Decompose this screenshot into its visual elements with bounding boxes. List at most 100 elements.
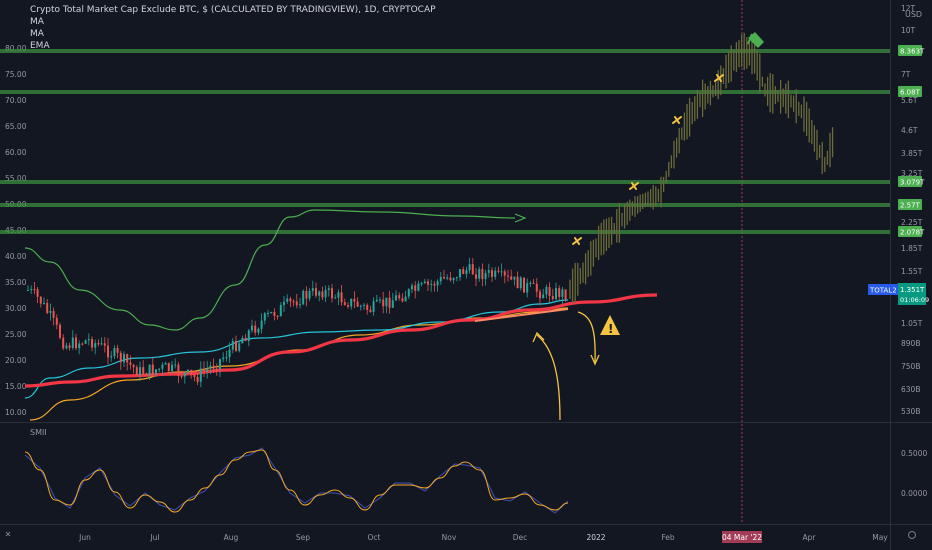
candle — [251, 325, 253, 331]
price-badge-label: 1.351T — [900, 286, 925, 294]
candle — [52, 311, 55, 318]
candle — [177, 364, 180, 376]
sub-scale-tick: 0.0000 — [901, 489, 927, 498]
symbol-badge — [868, 284, 898, 295]
candle — [478, 269, 481, 279]
candle — [359, 305, 362, 307]
candle — [398, 295, 401, 299]
trendline — [24, 293, 658, 388]
time-axis-tick: Sep — [296, 533, 310, 542]
candle — [123, 354, 125, 363]
candle — [475, 274, 477, 279]
chart-title: Crypto Total Market Cap Exclude BTC, $ (… — [30, 5, 436, 15]
candle — [551, 296, 554, 300]
candle — [391, 300, 394, 308]
right-scale-tick: 2.25T — [901, 218, 923, 227]
candle — [311, 288, 314, 292]
candle — [523, 277, 525, 293]
candle — [327, 288, 330, 290]
unit-label: USD — [905, 10, 923, 19]
candle — [174, 364, 177, 366]
right-scale-tick: 5.6T — [901, 96, 918, 105]
candle — [305, 290, 308, 299]
time-axis-tick: Oct — [368, 533, 381, 542]
candle — [308, 291, 311, 299]
candle — [167, 363, 170, 372]
candle — [257, 328, 260, 333]
candle — [455, 277, 458, 279]
candle — [267, 313, 269, 315]
sub-pane-label: SMII — [30, 428, 47, 437]
candle — [491, 270, 493, 277]
plane-icon — [572, 237, 582, 245]
candle — [497, 270, 500, 272]
level-line — [0, 230, 890, 234]
candle — [407, 289, 410, 297]
right-scale-tick: 10T — [901, 26, 916, 35]
candle — [183, 372, 186, 377]
candle — [113, 347, 116, 357]
candle — [206, 368, 209, 372]
candle — [468, 264, 471, 271]
time-axis-tick: Aug — [224, 533, 239, 542]
right-scale-tick: 3.85T — [901, 149, 923, 158]
candle — [388, 297, 391, 308]
candle — [27, 289, 29, 291]
time-axis-tick: 2022 — [586, 533, 605, 542]
candle — [427, 281, 429, 285]
candle — [299, 304, 301, 306]
candle — [103, 343, 106, 346]
candle — [494, 270, 497, 277]
candle — [347, 305, 349, 307]
candle — [446, 277, 449, 279]
candle — [87, 339, 90, 341]
candle — [84, 340, 87, 344]
candle — [564, 289, 567, 300]
candle — [500, 271, 503, 273]
candle — [321, 291, 324, 298]
time-axis-tick: Jun — [78, 533, 91, 542]
candle — [366, 304, 369, 310]
candle — [516, 276, 519, 289]
level-badge-label: 3.079T — [900, 179, 925, 187]
candle — [39, 296, 42, 304]
candle — [65, 345, 68, 349]
candle — [561, 289, 564, 297]
candle — [452, 278, 455, 281]
candle — [395, 295, 397, 301]
time-axis-tick: 04 Mar '22 — [722, 533, 762, 542]
candle — [417, 283, 420, 291]
candle — [158, 368, 161, 370]
candle — [382, 299, 385, 307]
candle — [558, 288, 561, 297]
candle — [414, 285, 417, 291]
smii-line — [24, 449, 569, 513]
candle — [59, 324, 61, 338]
indicator-ma-2[interactable]: MA — [30, 29, 44, 39]
candle — [283, 301, 285, 306]
right-scale-tick: 7T — [901, 70, 911, 79]
countdown-label: 01:06:09 — [900, 296, 929, 304]
candle — [43, 302, 45, 304]
symbol-badge-label: TOTAL2 — [869, 287, 897, 295]
left-scale-tick: 30.00 — [5, 304, 27, 313]
ma-green-line — [24, 209, 516, 331]
indicator-ema[interactable]: EMA — [30, 41, 50, 51]
candle — [231, 340, 234, 350]
candle — [302, 290, 305, 305]
right-scale-tick: 890B — [901, 339, 920, 348]
time-axis-tick: Nov — [442, 533, 457, 542]
plane-icon — [672, 116, 682, 124]
candle — [36, 289, 39, 297]
candle — [161, 364, 164, 369]
candle — [270, 311, 273, 314]
candle — [324, 289, 327, 298]
candle — [343, 302, 346, 306]
candle — [481, 269, 484, 280]
candle — [164, 363, 167, 365]
left-scale-tick: 75.00 — [5, 70, 27, 79]
candle — [507, 275, 509, 277]
candle — [135, 367, 138, 376]
indicator-ma-1[interactable]: MA — [30, 17, 44, 27]
